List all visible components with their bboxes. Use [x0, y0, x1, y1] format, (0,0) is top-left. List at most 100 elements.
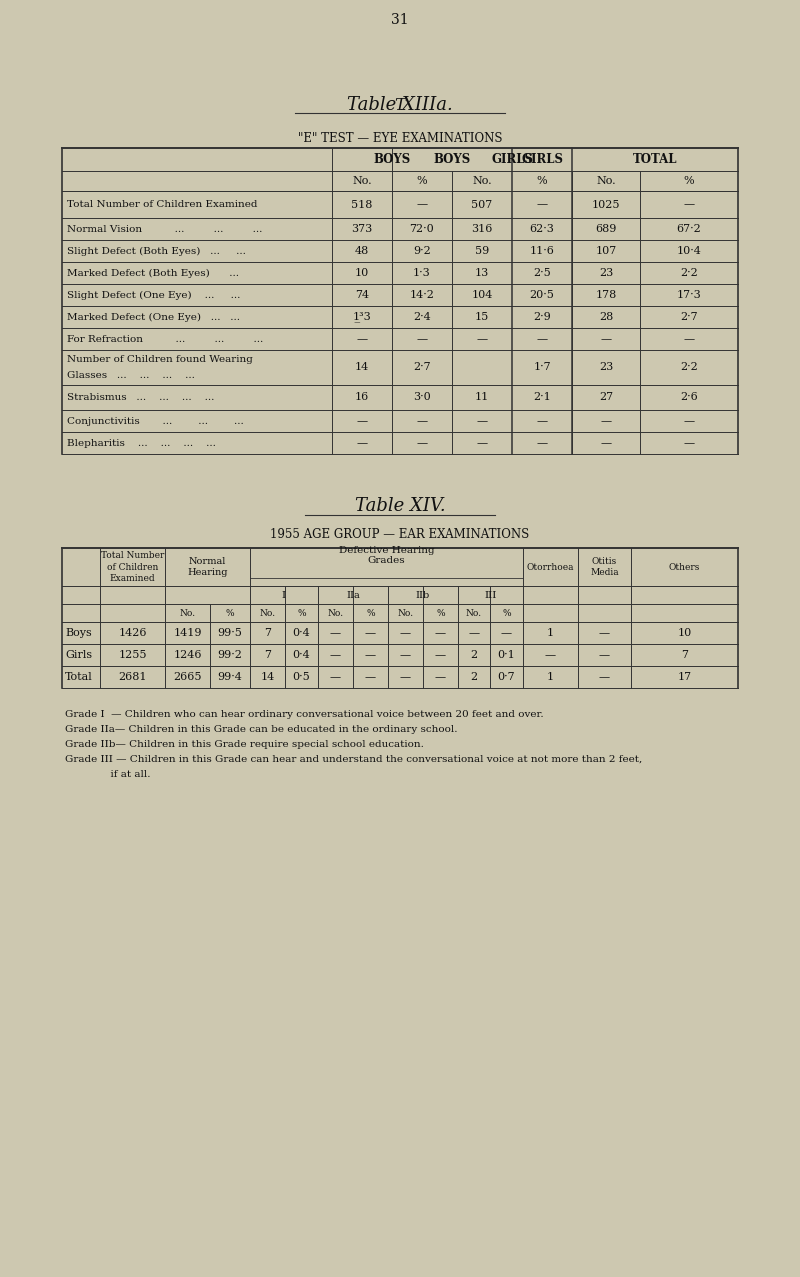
- Text: 178: 178: [595, 290, 617, 300]
- Text: —: —: [330, 672, 341, 682]
- Text: 0·4: 0·4: [293, 650, 310, 660]
- Text: 1255: 1255: [118, 650, 146, 660]
- Text: Grade IIb— Children in this Grade require special school education.: Grade IIb— Children in this Grade requir…: [65, 739, 424, 750]
- Text: 104: 104: [471, 290, 493, 300]
- Text: 1·3: 1·3: [413, 268, 431, 278]
- Text: 0·4: 0·4: [293, 628, 310, 638]
- Text: Others: Others: [669, 562, 700, 572]
- Text: 2·5: 2·5: [533, 268, 551, 278]
- Text: %: %: [502, 609, 511, 618]
- Text: —: —: [501, 628, 512, 638]
- Text: 2·7: 2·7: [680, 312, 698, 322]
- Text: —: —: [435, 650, 446, 660]
- Text: 1246: 1246: [174, 650, 202, 660]
- Text: 2681: 2681: [118, 672, 146, 682]
- Text: 0·1: 0·1: [498, 650, 515, 660]
- Text: —: —: [417, 438, 427, 448]
- Text: 689: 689: [595, 223, 617, 234]
- Text: 373: 373: [351, 223, 373, 234]
- Text: IIa: IIa: [346, 590, 360, 599]
- Text: —: —: [545, 650, 556, 660]
- Text: 13: 13: [475, 268, 489, 278]
- Text: No.: No.: [259, 609, 275, 618]
- Text: —: —: [400, 628, 411, 638]
- Text: 23: 23: [599, 363, 613, 373]
- Text: —: —: [365, 628, 376, 638]
- Text: 15: 15: [475, 312, 489, 322]
- Text: Otorrhoea: Otorrhoea: [526, 562, 574, 572]
- Text: BOYS: BOYS: [374, 153, 410, 166]
- Text: 0·5: 0·5: [293, 672, 310, 682]
- Text: 2·1: 2·1: [533, 392, 551, 402]
- Text: —: —: [469, 628, 479, 638]
- Text: GIRLS: GIRLS: [491, 153, 533, 166]
- Text: 2·4: 2·4: [413, 312, 431, 322]
- Text: 1: 1: [547, 672, 554, 682]
- Text: —: —: [599, 672, 610, 682]
- Text: No.: No.: [466, 609, 482, 618]
- Text: 99·4: 99·4: [218, 672, 242, 682]
- Text: —: —: [357, 416, 367, 427]
- Text: Boys: Boys: [65, 628, 92, 638]
- Text: 67·2: 67·2: [677, 223, 702, 234]
- Text: 74: 74: [355, 290, 369, 300]
- Text: —: —: [435, 628, 446, 638]
- Text: Slight Defect (Both Eyes)   ...     ...: Slight Defect (Both Eyes) ... ...: [67, 246, 246, 255]
- Text: 9·2: 9·2: [413, 246, 431, 255]
- Text: TOTAL: TOTAL: [633, 153, 678, 166]
- Text: No.: No.: [352, 176, 372, 186]
- Text: —: —: [417, 416, 427, 427]
- Text: —: —: [365, 650, 376, 660]
- Text: —: —: [537, 416, 547, 427]
- Text: —: —: [477, 416, 487, 427]
- Text: Grade I  — Children who can hear ordinary conversational voice between 20 feet a: Grade I — Children who can hear ordinary…: [65, 710, 544, 719]
- Text: Grade IIa— Children in this Grade can be educated in the ordinary school.: Grade IIa— Children in this Grade can be…: [65, 725, 458, 734]
- Text: —: —: [400, 650, 411, 660]
- Text: 17: 17: [678, 672, 691, 682]
- Text: 7: 7: [264, 628, 271, 638]
- Text: 20·5: 20·5: [530, 290, 554, 300]
- Text: No.: No.: [179, 609, 195, 618]
- Text: —: —: [601, 438, 611, 448]
- Text: 14·2: 14·2: [410, 290, 434, 300]
- Text: "E" TEST — EYE EXAMINATIONS: "E" TEST — EYE EXAMINATIONS: [298, 132, 502, 144]
- Text: —: —: [683, 416, 694, 427]
- Text: I: I: [282, 590, 286, 599]
- Text: Normal
Hearing: Normal Hearing: [187, 557, 228, 577]
- Text: 14: 14: [355, 363, 369, 373]
- Text: —: —: [601, 335, 611, 344]
- Text: —: —: [435, 672, 446, 682]
- Text: 2: 2: [470, 672, 478, 682]
- Text: No.: No.: [327, 609, 343, 618]
- Text: —: —: [357, 438, 367, 448]
- Text: Slight Defect (One Eye)    ...     ...: Slight Defect (One Eye) ... ...: [67, 290, 240, 300]
- Text: 62·3: 62·3: [530, 223, 554, 234]
- Text: 316: 316: [471, 223, 493, 234]
- Text: %: %: [436, 609, 445, 618]
- Text: —: —: [400, 672, 411, 682]
- Text: %: %: [417, 176, 427, 186]
- Text: Total Number
of Children
Examined: Total Number of Children Examined: [101, 552, 164, 582]
- Text: 28: 28: [599, 312, 613, 322]
- Text: —: —: [417, 335, 427, 344]
- Text: —: —: [537, 335, 547, 344]
- Text: Strabismus   ...    ...    ...    ...: Strabismus ... ... ... ...: [67, 393, 214, 402]
- Text: —: —: [477, 335, 487, 344]
- Text: 17·3: 17·3: [677, 290, 702, 300]
- Text: 1̲³3: 1̲³3: [353, 312, 371, 322]
- Text: 48: 48: [355, 246, 369, 255]
- Text: 99·5: 99·5: [218, 628, 242, 638]
- Text: —: —: [683, 199, 694, 209]
- Text: 99·2: 99·2: [218, 650, 242, 660]
- Text: Marked Defect (Both Eyes)      ...: Marked Defect (Both Eyes) ...: [67, 268, 239, 277]
- Text: 2: 2: [470, 650, 478, 660]
- Text: —: —: [683, 438, 694, 448]
- Text: 10: 10: [678, 628, 692, 638]
- Text: 10: 10: [355, 268, 369, 278]
- Text: 16: 16: [355, 392, 369, 402]
- Text: %: %: [684, 176, 694, 186]
- Text: %: %: [297, 609, 306, 618]
- Text: 2·7: 2·7: [413, 363, 431, 373]
- Text: 1955 AGE GROUP — EAR EXAMINATIONS: 1955 AGE GROUP — EAR EXAMINATIONS: [270, 527, 530, 540]
- Text: 1: 1: [547, 628, 554, 638]
